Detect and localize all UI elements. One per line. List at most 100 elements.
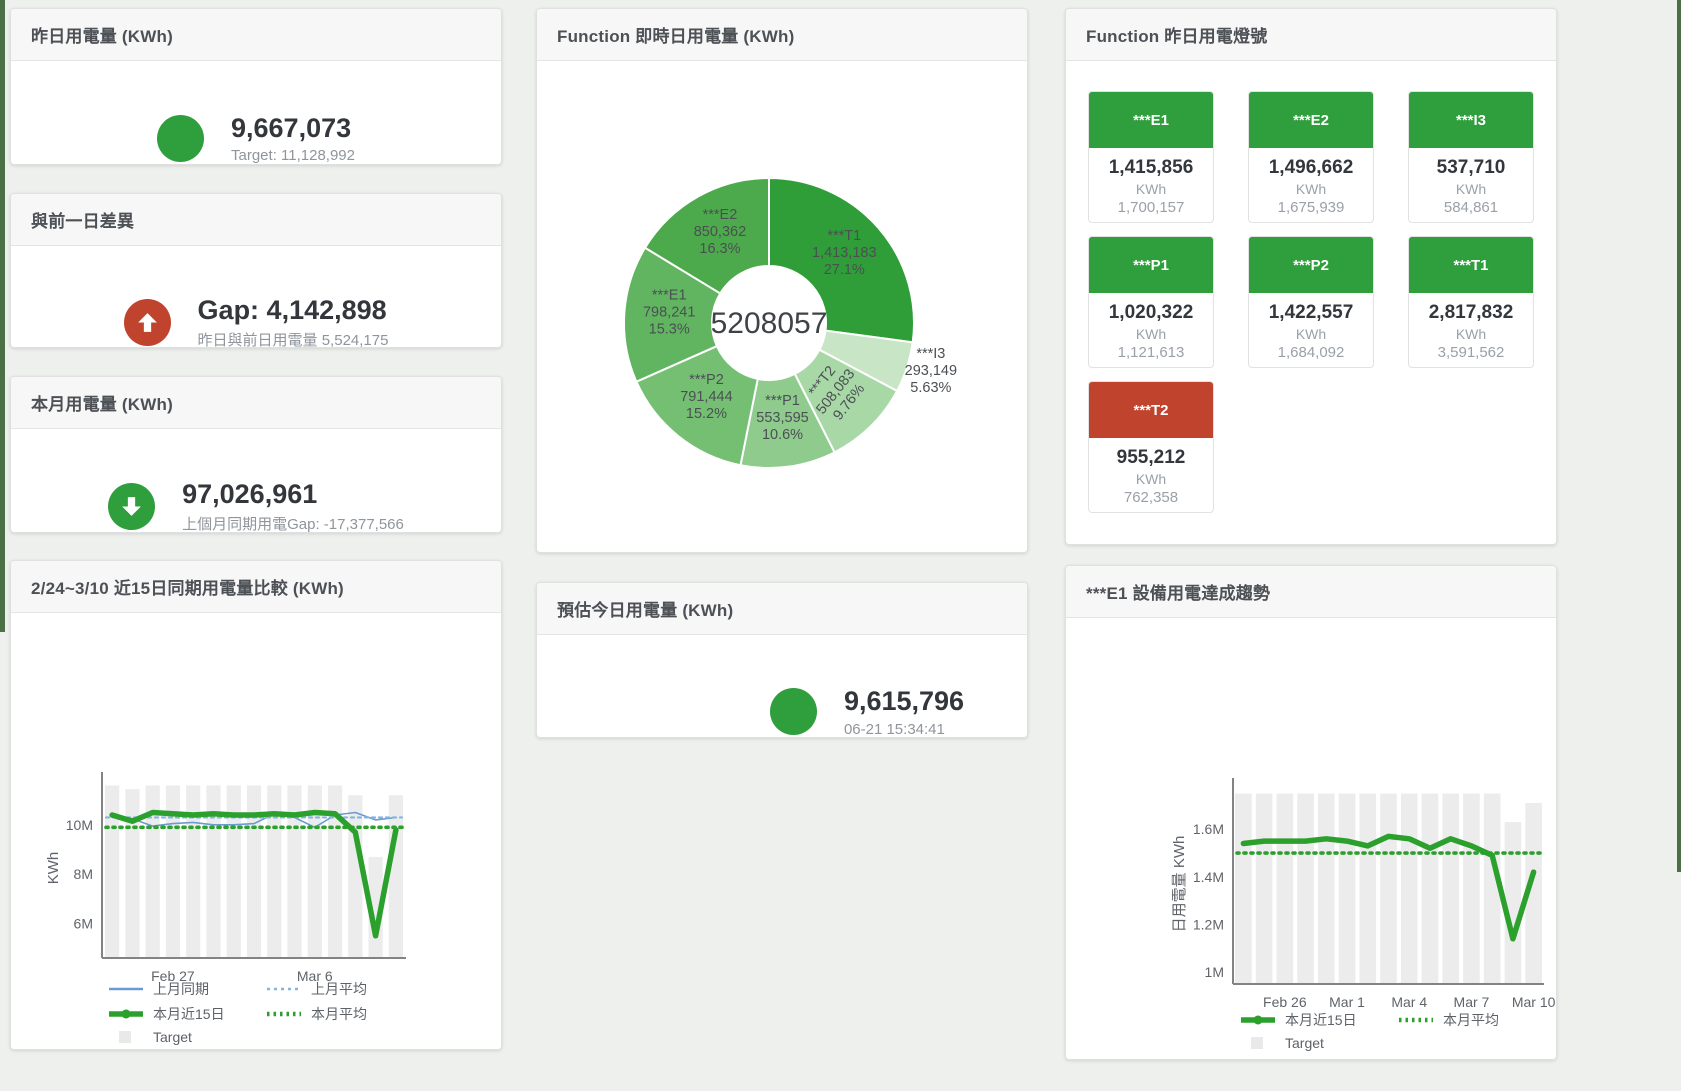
panel-header: 預估今日用電量 (KWh) [537, 583, 1027, 635]
legend-item-compare15-1-1[interactable]: 本月平均 [265, 1004, 423, 1024]
tile-value: 2,817,832 [1428, 302, 1514, 323]
donut-label-e1: ***E1 798,241 15.3% [643, 288, 695, 338]
donut-slice-p2[interactable] [635, 344, 759, 467]
legend-item-compare15-2-0[interactable]: Target [107, 1029, 265, 1045]
panel-body: 9,615,796 06-21 15:34:41 [537, 635, 1027, 789]
legend-label: 本月近15日 [1285, 1012, 1357, 1028]
legend-swatch-dots [1399, 1017, 1433, 1023]
target-bar [186, 785, 201, 957]
panel-realtime-donut: Function 即時日用電量 (KWh) ***T1 1,413,183 27.1… [536, 8, 1028, 553]
panel-body: ***T1 1,413,183 27.1% ***I3 293,149 5.63% ***T… [537, 61, 1027, 552]
x-tick: Mar 10 [1512, 994, 1556, 1010]
panel-header: Function 昨日用電燈號 [1066, 9, 1556, 61]
donut-slice-e2[interactable] [643, 176, 770, 295]
tile-unit: KWh [1135, 471, 1167, 487]
series-上月同期 [111, 811, 397, 829]
panel-e1-trend: ***E1 設備用電達成趨勢 1M 1.2M 1.4M 1.6M Feb 26 Mar 1… [1065, 565, 1557, 1060]
target-bar [1400, 793, 1418, 983]
donut-slice-t1[interactable] [768, 176, 915, 344]
legend-item-e1_trend-0-1[interactable]: 本月平均 [1397, 1010, 1555, 1030]
legend-item-compare15-0-1[interactable]: 上月平均 [265, 979, 423, 999]
target-bar [1483, 793, 1501, 983]
legend-item-compare15-0-0[interactable]: 上月同期 [107, 979, 265, 999]
tile-unit: KWh [1455, 326, 1487, 342]
target-bar [1463, 793, 1480, 983]
y-tick: 10M [66, 817, 93, 833]
stat-value: 97,026,961 [182, 478, 318, 509]
tile-unit: KWh [1455, 181, 1487, 197]
target-bar [1318, 793, 1335, 983]
panel-title: 昨日用電量 (KWh) [31, 27, 173, 46]
series-本月近15日 [109, 809, 399, 939]
target-bar [125, 789, 140, 957]
tile-unit: KWh [1295, 181, 1327, 197]
realtime-donut-chart: ***T1 1,413,183 27.1%***I3 293,149 5.63%***T… [623, 176, 957, 469]
panel-body: 6M 8M 10M Feb 27 Mar 6 KWh 上月同期 上月平均本月近15日 本月平均… [11, 613, 501, 1049]
tile-value: 1,422,557 [1268, 302, 1354, 323]
legend-item-e1_trend-0-0[interactable]: 本月近15日 [1239, 1010, 1397, 1030]
stat-subtext: Target: 11,128,992 [231, 147, 355, 165]
legend-item-compare15-1-0[interactable]: 本月近15日 [107, 1004, 265, 1024]
light-tile-p1: ***P1 1,020,322 KWh 1,121,613 [1088, 236, 1214, 368]
tile-subvalue: 3,591,562 [1437, 344, 1505, 361]
y-tick: 1.6M [1193, 821, 1224, 837]
legend-swatch-dots [267, 1011, 301, 1017]
legend-swatch-thick [1241, 1015, 1275, 1025]
x-tick: Mar 1 [1329, 994, 1365, 1010]
y-axis-label: 日用電量 KWh [1171, 836, 1188, 933]
x-tick: Mar 7 [1454, 994, 1490, 1010]
panel-header: 本月用電量 (KWh) [11, 377, 501, 429]
donut-center-value: 5208057 [711, 307, 828, 340]
tile-label: ***E2 [1249, 92, 1373, 148]
compare-15day-chart: 6M 8M 10M Feb 27 Mar 6 KWh [45, 772, 406, 984]
legend-item-e1_trend-1-0[interactable]: Target [1239, 1035, 1397, 1051]
panel-lights: Function 昨日用電燈號 ***E1 1,415,856 KWh 1,700,1… [1065, 8, 1557, 545]
y-tick: 1M [1205, 964, 1224, 980]
stat-value: 9,667,073 [231, 112, 352, 143]
tile-value: 1,496,662 [1268, 157, 1354, 178]
e1-trend-chart: 1M 1.2M 1.4M 1.6M Feb 26 Mar 1 Mar 4 Mar 7 Mar 1… [1171, 778, 1556, 1010]
target-bar [1276, 793, 1294, 983]
tile-subvalue: 1,684,092 [1277, 344, 1345, 361]
legend-label: 本月近15日 [153, 1006, 225, 1022]
tile-subvalue: 1,675,939 [1277, 199, 1345, 216]
x-tick: Mar 6 [297, 968, 333, 984]
tile-subvalue: 1,121,613 [1117, 344, 1185, 361]
legend-swatch-thick [109, 1009, 143, 1019]
light-tile-t1: ***T1 2,817,832 KWh 3,591,562 [1408, 236, 1534, 368]
light-tile-e2: ***E2 1,496,662 KWh 1,675,939 [1248, 91, 1374, 223]
panel-header: 昨日用電量 (KWh) [11, 9, 501, 61]
legend-label: 上月平均 [311, 981, 367, 997]
panel-title: 2/24~3/10 近15日同期用電量比較 (KWh) [31, 579, 344, 598]
legend-label: Target [153, 1029, 192, 1045]
stat-subtext: 上個月同期用電Gap: -17,377,566 [182, 516, 404, 534]
tile-label: ***E1 [1089, 92, 1213, 148]
tile-value: 1,020,322 [1108, 302, 1194, 323]
stat-subtext: 昨日與前日用電量 5,524,175 [197, 332, 389, 350]
target-bar [1297, 793, 1314, 983]
target-bar [388, 795, 403, 957]
legend-label: Target [1285, 1035, 1324, 1051]
target-bar [348, 795, 363, 957]
light-tile-p2: ***P2 1,422,557 KWh 1,684,092 [1248, 236, 1374, 368]
tile-label: ***I3 [1409, 92, 1533, 148]
target-bar [1421, 793, 1439, 983]
donut-label-p1: ***P1 553,595 10.6% [756, 393, 808, 443]
y-tick: 1.4M [1193, 869, 1224, 885]
panel-yesterday-usage: 昨日用電量 (KWh) 9,667,073 Target: 11,128,992 [10, 8, 502, 165]
light-tile-i3: ***I3 537,710 KWh 584,861 [1408, 91, 1534, 223]
panel-title: 與前一日差異 [31, 212, 135, 231]
panel-title: ***E1 設備用電達成趨勢 [1086, 584, 1271, 603]
panel-header: ***E1 設備用電達成趨勢 [1066, 566, 1556, 618]
legend-swatch-square [1251, 1037, 1263, 1049]
donut-slice-e1[interactable] [623, 246, 722, 384]
tile-subvalue: 1,700,157 [1117, 199, 1185, 216]
panel-body: ***E1 1,415,856 KWh 1,700,157 ***E2 1,496,662… [1066, 61, 1556, 544]
panel-title: Function 昨日用電燈號 [1086, 27, 1268, 46]
stat-value: Gap: 4,142,898 [197, 294, 387, 325]
tile-unit: KWh [1295, 326, 1327, 342]
right-edge-strip [1677, 0, 1681, 872]
panel-header: Function 即時日用電量 (KWh) [537, 9, 1027, 61]
target-bar [287, 785, 302, 957]
